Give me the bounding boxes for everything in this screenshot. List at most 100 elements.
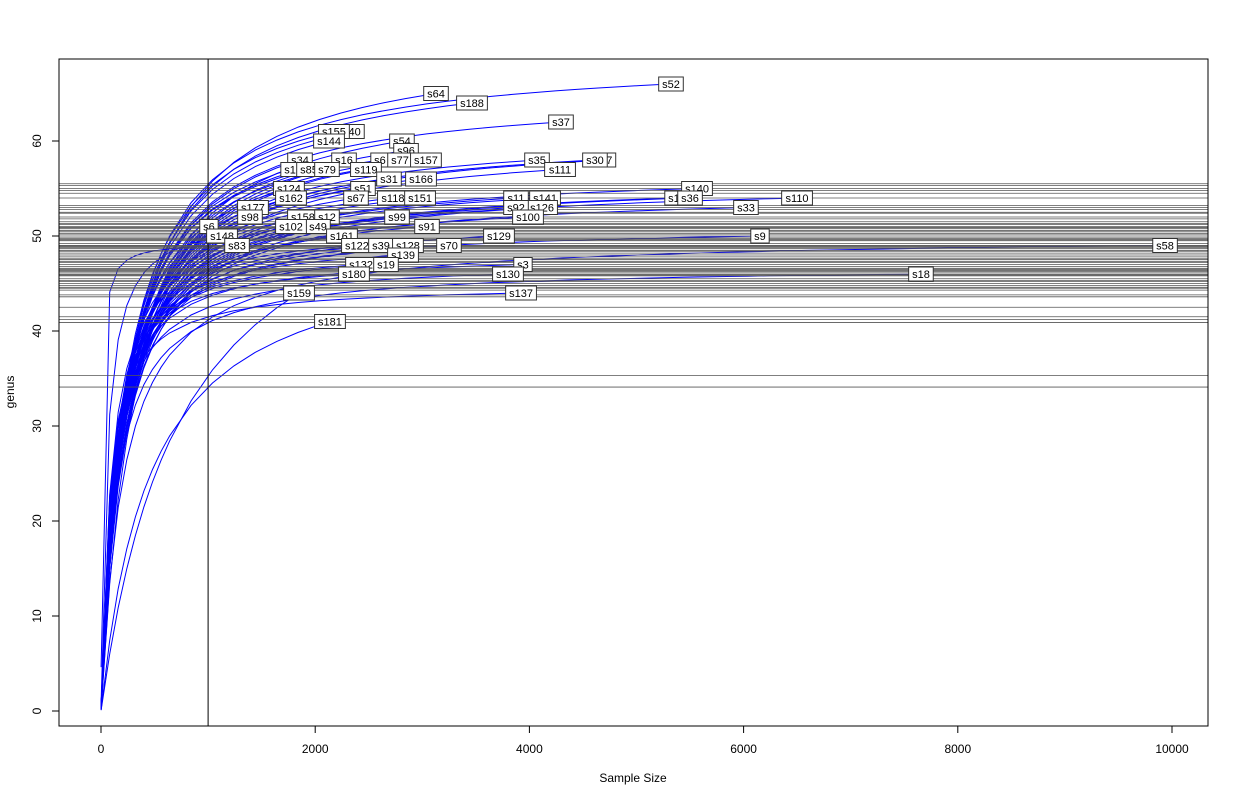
- label-box: [436, 238, 462, 253]
- label-s144: s144: [313, 133, 345, 149]
- label-box: [405, 171, 437, 187]
- label-s58: s58: [1152, 238, 1178, 253]
- label-s188: s188: [456, 95, 488, 111]
- label-text: s98: [241, 212, 259, 224]
- label-box: [283, 285, 315, 301]
- label-text: s166: [409, 174, 433, 186]
- label-text: s137: [509, 288, 533, 300]
- label-s67: s67: [343, 190, 369, 206]
- label-s79: s79: [314, 162, 340, 177]
- label-box: [314, 162, 340, 177]
- label-s52: s52: [658, 76, 684, 92]
- label-text: s102: [279, 222, 303, 234]
- label-box: [750, 228, 770, 244]
- x-tick-label: 6000: [730, 742, 757, 756]
- label-s166: s166: [405, 171, 437, 187]
- label-s83: s83: [224, 238, 250, 253]
- curve-s151: [100, 197, 421, 709]
- label-text: s35: [528, 155, 546, 167]
- label-s118: s118: [377, 190, 409, 206]
- x-tick-label: 4000: [516, 742, 543, 756]
- label-text: s36: [681, 193, 699, 205]
- x-tick-label: 8000: [944, 742, 971, 756]
- label-box: [512, 209, 544, 225]
- label-s9: s9: [750, 228, 770, 244]
- label-s77: s77: [387, 152, 413, 168]
- label-text: s37: [552, 117, 570, 129]
- label-s35: s35: [524, 152, 550, 168]
- label-box: [423, 86, 449, 101]
- label-text: s64: [427, 89, 445, 101]
- label-text: s129: [487, 231, 511, 243]
- label-text: s79: [318, 165, 336, 177]
- label-text: s31: [380, 174, 398, 186]
- y-tick-label: 40: [30, 324, 44, 338]
- label-box: [677, 190, 703, 206]
- label-text: s18: [912, 269, 930, 281]
- label-s159: s159: [283, 285, 315, 301]
- label-text: s70: [440, 241, 458, 253]
- label-text: s58: [1156, 241, 1174, 253]
- x-axis-title: Sample Size: [599, 771, 667, 785]
- curve-s159: [100, 292, 300, 711]
- label-s137: s137: [505, 285, 537, 301]
- curve-s70: [100, 245, 450, 708]
- label-box: [275, 219, 307, 234]
- label-s31: s31: [376, 171, 402, 187]
- curve-s181: [100, 321, 331, 711]
- label-text: s1: [284, 165, 296, 177]
- label-box: [314, 314, 346, 329]
- label-box: [376, 171, 402, 187]
- label-box: [384, 209, 410, 225]
- label-box: [224, 238, 250, 253]
- label-text: s6: [374, 155, 386, 167]
- curve-s33: [100, 207, 747, 709]
- label-s157: s157: [410, 152, 442, 168]
- label-text: s3: [517, 260, 529, 272]
- y-tick-label: 0: [30, 707, 44, 714]
- label-box: [733, 200, 759, 215]
- label-s129: s129: [483, 228, 515, 244]
- label-s18: s18: [908, 266, 934, 282]
- label-s30: s30: [582, 152, 608, 168]
- label-text: s130: [496, 269, 520, 281]
- label-s99: s99: [384, 209, 410, 225]
- label-text: s83: [228, 241, 246, 253]
- label-text: s181: [318, 317, 342, 329]
- label-text: s188: [460, 98, 484, 110]
- label-text: s180: [342, 269, 366, 281]
- label-text: s49: [309, 222, 327, 234]
- curve-s162: [100, 197, 292, 708]
- label-s49: s49: [305, 219, 331, 234]
- label-s70: s70: [436, 238, 462, 253]
- plot-frame: [58, 58, 1209, 727]
- label-box: [492, 266, 524, 282]
- y-tick-label: 30: [30, 419, 44, 433]
- label-text: s39: [372, 241, 390, 253]
- label-s111: s111: [544, 162, 576, 177]
- label-box: [1152, 238, 1178, 253]
- label-s180: s180: [338, 266, 370, 282]
- curve-s18: [100, 273, 921, 709]
- label-text: s91: [418, 222, 436, 234]
- x-tick-label: 2000: [302, 742, 329, 756]
- label-box: [582, 152, 608, 168]
- label-s122: s122: [341, 238, 373, 253]
- label-text: s99: [388, 212, 406, 224]
- label-box: [338, 266, 370, 282]
- label-box: [658, 76, 684, 92]
- curve-s99: [100, 216, 398, 708]
- label-text: s144: [317, 136, 341, 148]
- y-tick-label: 10: [30, 609, 44, 623]
- label-s162: s162: [275, 190, 307, 206]
- y-axis-title: genus: [3, 376, 17, 409]
- label-box: [908, 266, 934, 282]
- label-box: [410, 152, 442, 168]
- label-s119: s119: [350, 162, 382, 177]
- reference-lines: [59, 59, 1208, 726]
- label-text: s162: [279, 193, 303, 205]
- label-s37: s37: [548, 114, 574, 130]
- label-box: [544, 162, 576, 177]
